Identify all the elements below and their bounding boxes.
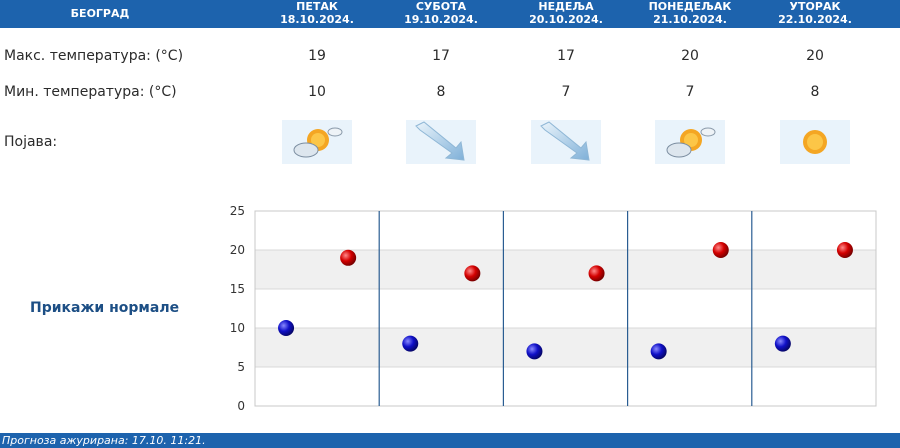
max-temp-label: Макс. температура: (°C) xyxy=(4,48,184,64)
phenomenon-label: Појава: xyxy=(4,134,58,150)
chart-band xyxy=(255,250,876,289)
y-tick-label: 20 xyxy=(230,243,245,257)
min-temp-value: 8 xyxy=(810,84,820,100)
y-tick-label: 10 xyxy=(230,321,245,335)
city-name: БЕОГРАД xyxy=(70,7,130,20)
day-name: УТОРАК xyxy=(789,0,841,13)
partly-cloudy-icon xyxy=(282,120,352,164)
min-temp-label: Мин. температура: (°C) xyxy=(4,84,177,100)
temperature-chart: 0 5 10 15 20 25 xyxy=(230,204,877,413)
day-date: 20.10.2024. xyxy=(529,13,603,26)
min-temp-point xyxy=(774,335,791,352)
min-temp-point xyxy=(278,320,295,336)
forecast-updated-text: Прогноза ажурирана: 17.10. 11:21. xyxy=(2,434,206,447)
day-date: 19.10.2024. xyxy=(404,13,478,26)
max-temp-point xyxy=(836,242,853,258)
max-temp-point xyxy=(588,265,605,282)
max-temp-value: 17 xyxy=(432,48,450,64)
arrow-down-right-icon xyxy=(406,120,476,164)
show-normals-link[interactable]: Прикажи нормале xyxy=(30,300,180,316)
day-date: 18.10.2024. xyxy=(280,13,354,26)
day-header: СУБОТА 19.10.2024. xyxy=(396,0,486,28)
min-temp-point xyxy=(526,343,543,360)
max-temp-value: 20 xyxy=(806,48,824,64)
y-tick-label: 5 xyxy=(237,360,245,374)
max-temp-point xyxy=(464,265,481,282)
day-name: НЕДЕЉА xyxy=(538,0,594,13)
day-date: 21.10.2024. xyxy=(653,13,727,26)
max-temp-value: 17 xyxy=(557,48,575,64)
partly-cloudy-icon xyxy=(655,120,725,164)
forecast-header: БЕОГРАД ПЕТАК 18.10.2024. СУБОТА 19.10.2… xyxy=(0,0,900,28)
arrow-down-right-icon xyxy=(531,120,601,164)
min-temp-value: 7 xyxy=(685,84,695,100)
max-temp-point xyxy=(340,249,357,266)
day-date: 22.10.2024. xyxy=(778,13,852,26)
day-header: НЕДЕЉА 20.10.2024. xyxy=(521,0,611,28)
day-name: ПОНЕДЕЉАК xyxy=(648,0,732,13)
day-name: СУБОТА xyxy=(415,0,467,13)
footer-bar: Прогноза ажурирана: 17.10. 11:21. xyxy=(0,433,900,448)
min-temp-value: 10 xyxy=(308,84,326,100)
y-tick-label: 0 xyxy=(237,399,245,413)
day-name: ПЕТАК xyxy=(296,0,338,13)
y-tick-label: 15 xyxy=(230,282,245,296)
chart-band xyxy=(255,328,876,367)
chart-frame xyxy=(254,210,877,407)
max-temp-value: 19 xyxy=(308,48,326,64)
min-temp-value: 8 xyxy=(436,84,446,100)
min-temp-value: 7 xyxy=(561,84,571,100)
min-temp-point xyxy=(402,335,419,352)
sun-icon xyxy=(780,120,850,164)
max-temp-point xyxy=(712,242,729,258)
min-temp-point xyxy=(650,343,667,360)
day-header: ПЕТАК 18.10.2024. xyxy=(272,0,362,28)
y-tick-label: 25 xyxy=(230,204,245,218)
max-temp-value: 20 xyxy=(681,48,699,64)
day-header: ПОНЕДЕЉАК 21.10.2024. xyxy=(640,0,740,28)
day-header: УТОРАК 22.10.2024. xyxy=(770,0,860,28)
